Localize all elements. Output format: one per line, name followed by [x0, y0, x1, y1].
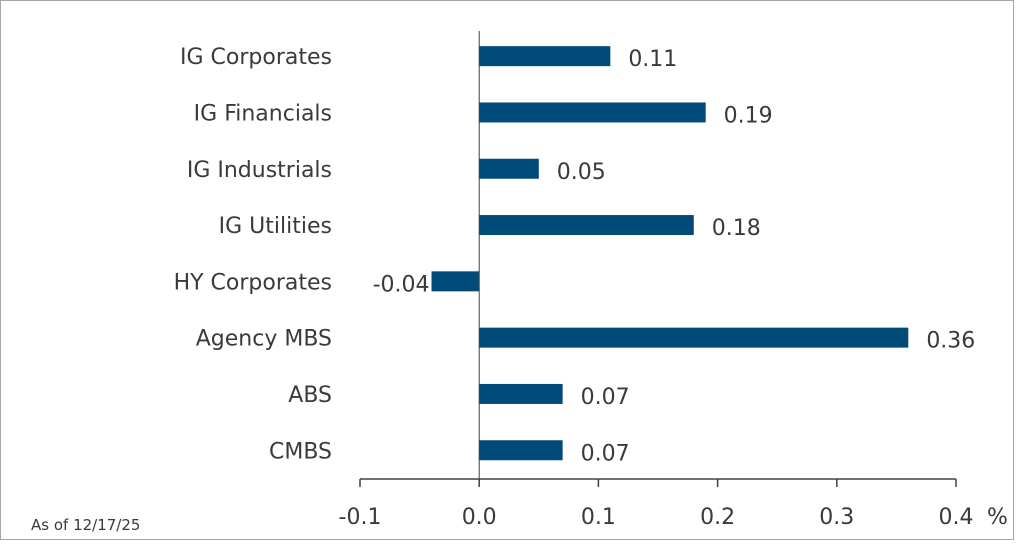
x-tick-label: 0.0: [462, 505, 497, 530]
category-label: HY Corporates: [174, 270, 332, 295]
category-label: IG Financials: [194, 101, 332, 126]
bar-ig-industrials: [479, 158, 539, 179]
value-label: 0.07: [581, 441, 630, 466]
x-axis-unit-label: %: [987, 505, 1008, 530]
category-labels: IG Corporates IG Financials IG Industrials…: [174, 45, 332, 464]
x-tick-label: 0.4: [939, 505, 974, 530]
value-label: 0.36: [926, 329, 975, 354]
value-label: 0.18: [712, 216, 761, 241]
bar-abs: [479, 383, 563, 404]
bar-ig-financials: [479, 102, 706, 123]
x-tick-label: -0.1: [339, 505, 382, 530]
bar-hy-corporates: [431, 271, 480, 292]
bar-agency-mbs: [479, 327, 909, 348]
value-label: 0.19: [724, 103, 773, 128]
category-label: ABS: [288, 383, 332, 408]
category-label: IG Corporates: [180, 45, 332, 70]
category-label: IG Utilities: [219, 214, 332, 239]
category-label: IG Industrials: [187, 158, 332, 183]
x-axis-ticks: -0.1 0.0 0.1 0.2 0.3 0.4: [339, 31, 974, 530]
x-tick-label: 0.2: [700, 505, 735, 530]
bars-group: [431, 46, 909, 461]
chart-frame: IG Corporates IG Financials IG Industrials…: [0, 0, 1014, 540]
value-label: 0.05: [557, 160, 606, 185]
bar-ig-utilities: [479, 215, 694, 236]
category-label: Agency MBS: [196, 327, 332, 352]
bar-cmbs: [479, 440, 563, 461]
category-label: CMBS: [269, 439, 332, 464]
value-label: 0.11: [628, 47, 677, 72]
x-tick-label: 0.1: [581, 505, 616, 530]
bar-chart: IG Corporates IG Financials IG Industrials…: [31, 31, 1008, 534]
x-tick-label: 0.3: [819, 505, 854, 530]
bar-ig-corporates: [479, 46, 611, 67]
value-label: 0.07: [581, 385, 630, 410]
value-label: -0.04: [373, 272, 430, 297]
as-of-footnote: As of 12/17/25: [31, 516, 140, 534]
value-labels: 0.11 0.19 0.05 0.18 -0.04 0.36 0.07 0.07: [373, 47, 976, 466]
